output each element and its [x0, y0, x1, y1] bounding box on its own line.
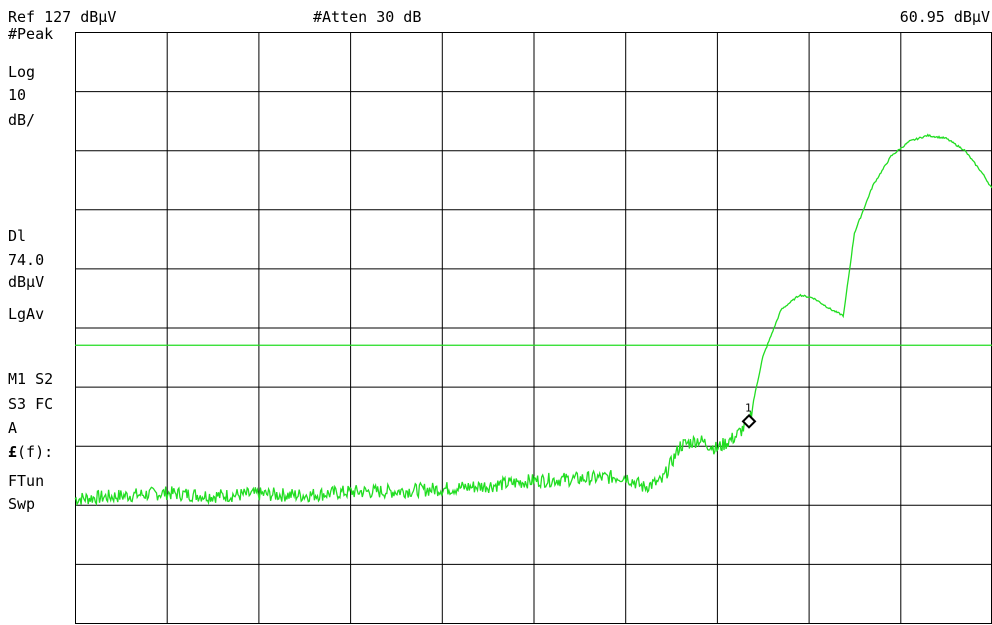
trace-flags-row-3: A [8, 419, 18, 437]
display-line-label: Dl [8, 227, 27, 245]
attenuation-label: #Atten 30 dB [313, 8, 422, 26]
scale-type: Log [8, 63, 36, 81]
marker-diamond [741, 413, 757, 429]
display-line-value: 74.0 [8, 251, 45, 269]
frequency-function-symbol: £ [8, 443, 18, 461]
detector-mode: #Peak [8, 25, 54, 43]
trace-flags-row-1: M1 S2 [8, 370, 54, 388]
scale-value: 10 [8, 86, 27, 104]
spectrum-trace [74, 133, 992, 507]
frequency-function-arg: (f): [17, 443, 54, 461]
display-line-unit: dBμV [8, 273, 45, 291]
scale-unit: dB/ [8, 111, 36, 129]
reference-level-label: Ref 127 dBμV [8, 8, 117, 26]
trace-flags-row-2: S3 FC [8, 395, 54, 413]
sweep-label: Swp [8, 495, 36, 513]
marker-amplitude-readout: 60.95 dBμV [899, 8, 990, 26]
fine-tune-label: FTun [8, 472, 45, 490]
average-mode: LgAv [8, 305, 45, 323]
marker-number-label: 1 [745, 401, 752, 414]
frequency-function: £(f): [8, 444, 53, 460]
